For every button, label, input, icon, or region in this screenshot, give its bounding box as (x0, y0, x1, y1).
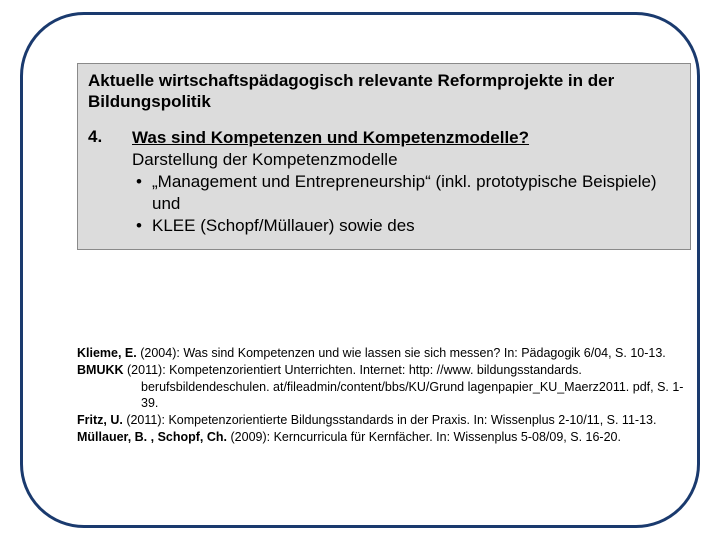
item-heading: Was sind Kompetenzen und Kompetenzmodell… (132, 127, 680, 149)
box-title: Aktuelle wirtschaftspädagogisch relevant… (88, 70, 680, 113)
ref-text: (2011): Kompetenzorientiert Unterrichten… (127, 363, 683, 410)
content-box: Aktuelle wirtschaftspädagogisch relevant… (77, 63, 691, 250)
ref-author: Fritz, U. (77, 413, 126, 427)
bullet-text: „Management und Entrepreneurship“ (inkl.… (152, 171, 680, 215)
ref-text: (2011): Kompetenzorientierte Bildungssta… (126, 413, 656, 427)
bullets: • „Management und Entrepreneurship“ (ink… (132, 171, 680, 237)
ref-author: BMUKK (77, 363, 127, 377)
ref-author: Müllauer, B. , Schopf, Ch. (77, 430, 231, 444)
slide-frame: Aktuelle wirtschaftspädagogisch relevant… (20, 12, 700, 528)
ref-text: (2004): Was sind Kompetenzen und wie las… (140, 346, 666, 360)
item-desc: Darstellung der Kompetenzmodelle (132, 149, 680, 171)
references: Klieme, E. (2004): Was sind Kompetenzen … (77, 345, 691, 447)
bullet-dot-icon: • (136, 215, 152, 237)
bullet-dot-icon: • (136, 171, 152, 193)
item-row: 4. Was sind Kompetenzen und Kompetenzmod… (88, 127, 680, 237)
reference-item: Fritz, U. (2011): Kompetenzorientierte B… (77, 412, 691, 428)
bullet-text: KLEE (Schopf/Müllauer) sowie des (152, 215, 680, 237)
ref-text: (2009): Kerncurricula für Kernfächer. In… (231, 430, 621, 444)
item-body: Was sind Kompetenzen und Kompetenzmodell… (132, 127, 680, 237)
reference-item: Müllauer, B. , Schopf, Ch. (2009): Kernc… (77, 429, 691, 445)
ref-author: Klieme, E. (77, 346, 140, 360)
item-number: 4. (88, 127, 132, 147)
reference-item: BMUKK (2011): Kompetenzorientiert Unterr… (77, 362, 691, 411)
bullet-item: • „Management und Entrepreneurship“ (ink… (136, 171, 680, 215)
reference-item: Klieme, E. (2004): Was sind Kompetenzen … (77, 345, 691, 361)
bullet-item: • KLEE (Schopf/Müllauer) sowie des (136, 215, 680, 237)
